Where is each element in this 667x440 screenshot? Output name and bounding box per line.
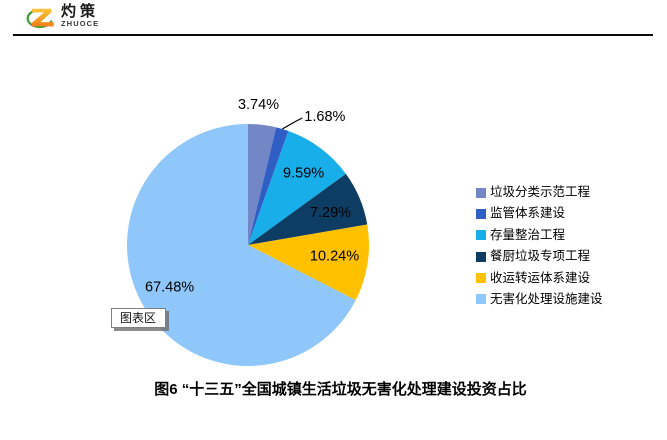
legend-item-6[interactable]: 无害化处理设施建设 (476, 291, 603, 306)
chart-area-tooltip-text: 图表区 (120, 311, 157, 325)
pie-label-4: 7.29% (310, 205, 351, 221)
pie-slice-3[interactable] (248, 130, 346, 245)
legend-swatch (476, 187, 486, 198)
pie-slice-4[interactable] (248, 173, 368, 245)
chart-legend: 垃圾分类示范工程 监管体系建设 存量整治工程餐厨垃圾专项工程 收运转运体系建设 无害化处… (476, 186, 603, 306)
label-leader-line (282, 117, 303, 130)
legend-label: 收运转运体系建设 (490, 270, 591, 285)
zhuoce-logo: 灼策 ZHUOCE (24, 3, 99, 32)
legend-swatch (476, 208, 486, 219)
pie-label-5: 10.24% (310, 249, 359, 265)
legend-label: 存量整治工程 (490, 227, 566, 242)
pie-slice-2[interactable] (248, 127, 289, 245)
legend-label: 无害化处理设施建设 (490, 291, 603, 306)
logo-z-shape (31, 8, 54, 27)
zhuoce-logo-icon (26, 8, 54, 29)
pie-slice-5[interactable] (248, 224, 370, 301)
logo-name-cn: 灼策 (61, 3, 100, 20)
chart-area-tooltip: 图表区 (111, 308, 167, 328)
legend-swatch (476, 294, 486, 305)
pie-label-1: 3.74% (238, 97, 279, 113)
legend-label: 垃圾分类示范工程 (490, 185, 591, 199)
pie-label-3: 9.59% (283, 165, 324, 181)
legend-label: 餐厨垃圾专项工程 (490, 249, 591, 264)
legend-item-3[interactable]: 存量整治工程 (476, 227, 603, 242)
pie-slice-1[interactable] (248, 124, 277, 245)
legend-item-4[interactable]: 餐厨垃圾专项工程 (476, 250, 603, 263)
legend-item-5[interactable]: 收运转运体系建设 (476, 270, 603, 285)
pie-label-6: 67.48% (145, 280, 194, 296)
logo-text: 灼策 ZHUOCE (61, 3, 99, 28)
header-divider (13, 34, 653, 36)
legend-swatch (476, 230, 486, 241)
logo-name-en: ZHUOCE (61, 19, 100, 28)
legend-item-2[interactable]: 监管体系建设 (476, 207, 603, 220)
legend-label: 监管体系建设 (490, 206, 566, 221)
legend-swatch (476, 273, 486, 284)
legend-swatch (476, 251, 486, 262)
figure-caption: 图6 “十三五”全国城镇生活垃圾无害化处理建设投资占比 (154, 381, 527, 398)
pie-slice-6[interactable] (127, 124, 356, 366)
pie-label-2: 1.68% (304, 109, 345, 125)
legend-item-1[interactable]: 垃圾分类示范工程 (476, 186, 603, 199)
